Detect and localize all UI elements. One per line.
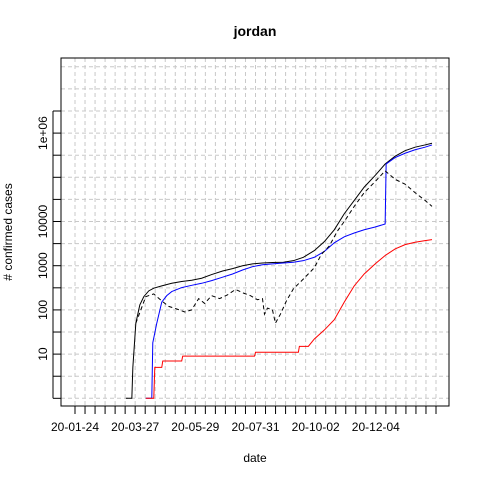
x-axis-label: date (243, 451, 267, 465)
x-tick-label: 20-12-04 (352, 420, 400, 434)
y-axis-label: # confirmed cases (1, 183, 15, 280)
y-axis: 10 100 1000 10000 1e+06 (36, 110, 61, 399)
x-tick-label: 20-01-24 (51, 420, 99, 434)
grid-lines (61, 58, 449, 406)
x-tick-label: 20-03-27 (111, 420, 159, 434)
plot-lines (125, 142, 433, 399)
series-line-3 (145, 239, 433, 399)
y-tick-label: 1e+06 (36, 116, 50, 150)
x-tick-label: 20-05-29 (171, 420, 219, 434)
y-tick-label: 10000 (36, 204, 50, 238)
y-tick-label: 1000 (36, 252, 50, 279)
series-line-2 (145, 144, 433, 399)
series-line-1 (125, 142, 433, 399)
x-tick-label: 20-07-31 (231, 420, 279, 434)
x-axis: 20-01-24 20-03-27 20-05-29 20-07-31 20-10-02… (51, 405, 437, 434)
x-tick-label: 20-10-02 (292, 420, 340, 434)
y-tick-label: 100 (36, 300, 50, 320)
y-tick-label: 10 (36, 347, 50, 361)
chart-title: jordan (233, 23, 277, 39)
